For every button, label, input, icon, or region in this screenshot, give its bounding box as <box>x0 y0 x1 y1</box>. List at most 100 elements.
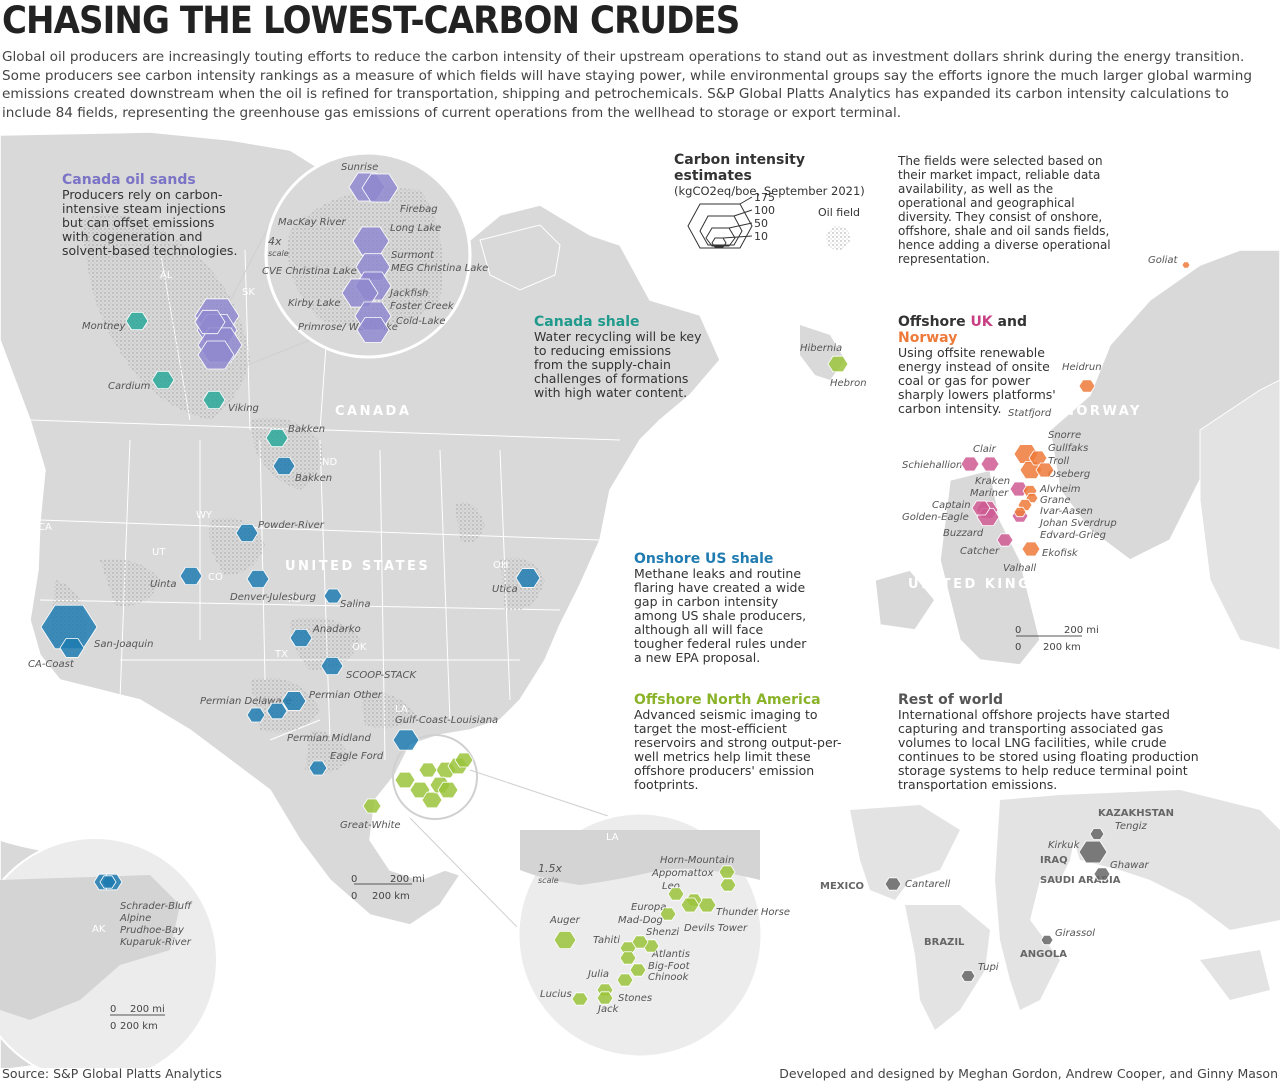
inset-label: MEG Christina Lake <box>391 263 488 274</box>
gulf-inset-hex <box>629 963 647 977</box>
canshale-hex <box>125 311 149 331</box>
row-hex <box>884 877 902 891</box>
state-label-la: LA <box>395 704 408 715</box>
scale-km: 200 km <box>120 1021 158 1032</box>
row-hex <box>1078 840 1108 864</box>
inset-scale-word: scale <box>538 876 559 885</box>
section-oilsands: Canada oil sands Producers rely on carbo… <box>62 172 242 258</box>
norway-hex <box>1078 379 1096 393</box>
norway-hex <box>1181 261 1191 269</box>
section-body-offna: Advanced seismic imaging to target the m… <box>634 707 842 792</box>
usshale-hex <box>59 638 85 658</box>
gulf-label: Mad-Dog <box>618 915 663 926</box>
scale-zero: 0 <box>1015 625 1021 636</box>
field-label: Bakken <box>295 473 332 484</box>
scale-mi: 200 mi <box>130 1004 165 1015</box>
page-title: CHASING THE LOWEST-CARBON CRUDES <box>2 0 740 42</box>
field-label: Denver-Julesburg <box>230 592 316 603</box>
field-label: Ekofisk <box>1042 548 1079 559</box>
region-label-angola: ANGOLA <box>1020 949 1067 960</box>
state-label-wy: WY <box>196 510 213 521</box>
scale-bar-ns: 0 200 mi 0 200 km <box>1015 625 1099 653</box>
inset-label: Surmont <box>391 250 435 261</box>
field-label: Cantarell <box>905 879 951 890</box>
field-label: Kirkuk <box>1048 840 1081 851</box>
inset-label: Cold-Lake <box>396 316 445 327</box>
field-label: Gullfaks <box>1048 443 1088 454</box>
uk-hex <box>960 456 980 472</box>
row-hex <box>1089 828 1105 840</box>
section-canshale: Canada shale Water recycling will be key… <box>534 314 704 400</box>
north-sea-land: NORWAY UNITED KINGDOM <box>874 249 1280 666</box>
gulf-mini-hex <box>394 771 416 789</box>
field-label: Schiehallion <box>902 460 962 471</box>
state-label-co: CO <box>208 572 223 583</box>
gulf-label: Stones <box>618 993 652 1004</box>
gulf-inset-hex <box>659 907 677 921</box>
scale-mi: 200 mi <box>390 874 425 885</box>
credits-note: Developed and designed by Meghan Gordon,… <box>779 1066 1278 1081</box>
gulf-label: Devils Tower <box>684 923 748 934</box>
usshale-hex <box>289 629 313 647</box>
alaska-label: Schrader-Bluff <box>120 901 193 912</box>
section-title-offna: Offshore North America <box>634 692 821 708</box>
section-body-canshale: Water recycling will be key to reducing … <box>534 329 702 400</box>
scale-zero: 0 <box>1015 642 1021 653</box>
field-label: Hibernia <box>800 343 842 354</box>
legend-subtitle: (kgCO2eq/boe, September 2021) <box>674 184 865 198</box>
section-title-oilsands: Canada oil sands <box>62 172 196 188</box>
norway-hex <box>1035 462 1055 478</box>
gulf-label: Chinook <box>648 972 690 983</box>
scale-zero: 0 <box>351 891 357 902</box>
field-label: SCOOP-STACK <box>346 670 418 681</box>
offna-hex <box>827 355 849 373</box>
field-label: Clair <box>973 444 997 455</box>
field-label: Statfjord <box>1008 408 1052 419</box>
gulf-label: Europa <box>631 902 666 913</box>
inset-label: Firebag <box>400 204 438 215</box>
legend-value: 175 <box>754 191 775 204</box>
field-label: San-Joaquin <box>94 639 153 650</box>
usshale-hex <box>323 588 343 604</box>
legend-block: Carbon intensity estimates (kgCO2eq/boe,… <box>674 152 874 198</box>
scale-zero: 0 <box>351 874 357 885</box>
scale-bar-na: 0 200 mi 0 200 km <box>351 874 425 902</box>
field-label: Uinta <box>150 579 176 590</box>
alaska-inset: AK Schrader-Bluff Alpine Prudhoe-Bay Kup… <box>0 837 218 1068</box>
gulf-label: Atlantis <box>651 949 690 960</box>
gulf-label: Julia <box>586 969 609 980</box>
region-label-brazil: BRAZIL <box>924 937 965 948</box>
field-label: Permian Delaware <box>200 696 292 707</box>
inset-scale: 1.5x <box>538 862 562 875</box>
gulf-label: Horn-Mountain <box>660 855 734 866</box>
field-label: Golden-Eagle <box>902 512 969 523</box>
field-label: Oseberg <box>1048 469 1090 480</box>
usshale-hex <box>272 456 296 476</box>
region-label-mexico: MEXICO <box>220 824 292 839</box>
field-label: Salina <box>340 599 371 610</box>
field-label: Viking <box>228 403 259 414</box>
inset-scale: 4x <box>268 235 282 248</box>
gulf-mini-hex <box>437 781 459 799</box>
scale-bar-ak: 0 200 mi 0 200 km <box>110 1004 165 1032</box>
field-label: CA-Coast <box>28 659 75 670</box>
gulf-label: Thunder Horse <box>716 907 790 918</box>
inset-label: Jackfish <box>388 288 428 299</box>
legend-value: 50 <box>754 217 768 230</box>
scale-mi: 200 mi <box>1064 625 1099 636</box>
field-label: Heidrun <box>1062 362 1102 373</box>
field-label: Eagle Ford <box>330 751 384 762</box>
state-label-ok: OK <box>352 642 367 653</box>
alaska-label: Alpine <box>119 913 151 924</box>
alaska-hex <box>99 875 117 889</box>
gulf-label: Big-Foot <box>648 961 691 972</box>
usshale-hex <box>235 524 259 542</box>
section-title-canshale: Canada shale <box>534 314 640 330</box>
section-row: Rest of world International offshore pro… <box>898 692 1218 792</box>
field-label: Permian Midland <box>287 733 371 744</box>
field-label: Bakken <box>288 424 325 435</box>
section-usshale: Onshore US shale Methane leaks and routi… <box>634 551 814 665</box>
canshale-hex <box>151 370 175 390</box>
usshale-hex <box>392 729 420 751</box>
title-and: and <box>992 314 1027 330</box>
